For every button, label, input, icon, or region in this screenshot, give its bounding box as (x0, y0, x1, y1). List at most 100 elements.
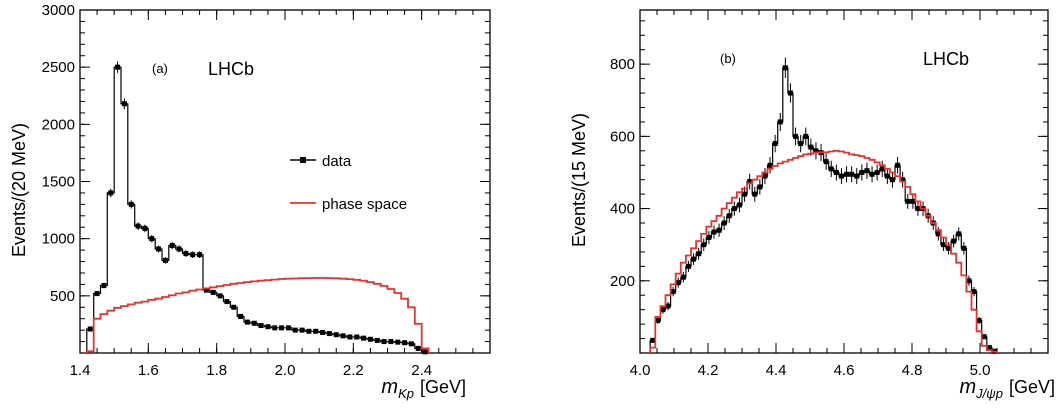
panel-a: Events/(20 MeV) (a) LHCb data phase spac… (9, 2, 491, 401)
panel-b: Events/(15 MeV) (b) LHCb mJ/ψp [GeV] 4.0 4… (569, 9, 1055, 401)
data-point (203, 287, 209, 293)
legend-data-marker (300, 157, 306, 163)
data-point (388, 339, 394, 345)
x-tick-label: 5.0 (970, 362, 991, 379)
phase-space-histogram-line (85, 277, 430, 353)
data-point (169, 243, 175, 249)
data-point (299, 327, 305, 333)
data-point (849, 171, 855, 177)
x-tick-label: 4.2 (698, 362, 719, 379)
data-point (217, 293, 223, 299)
data-point (757, 184, 763, 190)
data-point (767, 162, 773, 168)
data-point (961, 245, 967, 251)
data-point (736, 202, 742, 208)
data-point (787, 90, 793, 96)
data-point (670, 289, 676, 295)
data-point (833, 169, 839, 175)
data-point (889, 177, 895, 183)
plot-frame-b (639, 9, 1049, 354)
data-point (197, 252, 203, 258)
data-histogram-line (649, 67, 998, 353)
data-point (966, 278, 972, 284)
y-tick-label: 2000 (42, 116, 75, 133)
data-point (333, 332, 339, 338)
data-point (981, 334, 987, 340)
data-point (884, 173, 890, 179)
data-point (726, 213, 732, 219)
data-point (238, 313, 244, 319)
data-point (844, 171, 850, 177)
y-tick-label: 1000 (42, 231, 75, 248)
data-point (696, 251, 702, 257)
data-point (347, 334, 353, 340)
data-point (135, 223, 141, 229)
x-tick-label: 4.8 (902, 362, 923, 379)
x-tick-label: 2.2 (343, 362, 364, 379)
y-tick-label: 400 (610, 201, 635, 218)
data-point (803, 133, 809, 139)
y-tick-label: 200 (610, 273, 635, 290)
panel-b-label: (b) (720, 51, 736, 66)
data-point (354, 334, 360, 340)
data-point (251, 320, 257, 326)
x-tick-label: 2.4 (411, 362, 432, 379)
data-point (258, 323, 264, 329)
data-point (162, 257, 168, 263)
data-point (946, 245, 952, 251)
data-point (752, 191, 758, 197)
data-point (265, 324, 271, 330)
data-point (701, 242, 707, 248)
panel-a-label: (a) (152, 61, 168, 76)
data-point (340, 333, 346, 339)
data-point (976, 318, 982, 324)
x-tick-label: 1.4 (70, 362, 91, 379)
x-tick-label: 4.4 (766, 362, 787, 379)
data-point (395, 339, 401, 345)
data-point (956, 231, 962, 237)
x-tick-label: 2.0 (275, 362, 296, 379)
data-point (156, 246, 162, 252)
data-point (101, 283, 107, 289)
legend-phase-space-label: phase space (322, 196, 407, 213)
data-point (680, 274, 686, 280)
panel-b-x-axis-title: mJ/ψp [GeV] (959, 376, 1055, 401)
data-point (716, 227, 722, 233)
data-point (706, 234, 712, 240)
data-point (905, 198, 911, 204)
data-point (326, 331, 332, 337)
data-point (415, 345, 421, 351)
data-point (313, 328, 319, 334)
data-point (935, 231, 941, 237)
data-point (747, 179, 753, 184)
data-point (910, 198, 916, 204)
data-point (115, 64, 121, 70)
data-point (838, 173, 844, 179)
y-tick-label: 800 (610, 56, 635, 73)
data-point (121, 101, 127, 107)
panel-a-y-axis-title: Events/(20 MeV) (9, 123, 29, 257)
data-point (859, 169, 865, 175)
data-point (900, 177, 906, 183)
y-tick-label: 600 (610, 128, 635, 145)
data-point (374, 337, 380, 343)
data-point (190, 252, 196, 258)
data-point (210, 289, 216, 295)
data-point (408, 341, 414, 347)
data-point (874, 169, 880, 175)
data-point (244, 319, 250, 325)
data-point (665, 303, 671, 309)
data-point (915, 206, 921, 212)
data-point (951, 238, 957, 244)
data-point (94, 291, 100, 297)
data-point (675, 280, 681, 286)
data-point (292, 327, 298, 333)
data-point (691, 256, 697, 262)
panel-b-experiment-label: LHCb (923, 49, 969, 69)
phase-space-histogram-line (649, 149, 998, 353)
data-point (655, 318, 661, 324)
data-point (650, 337, 656, 343)
data-point (367, 336, 373, 342)
data-point (685, 263, 691, 269)
data-point (777, 119, 783, 125)
